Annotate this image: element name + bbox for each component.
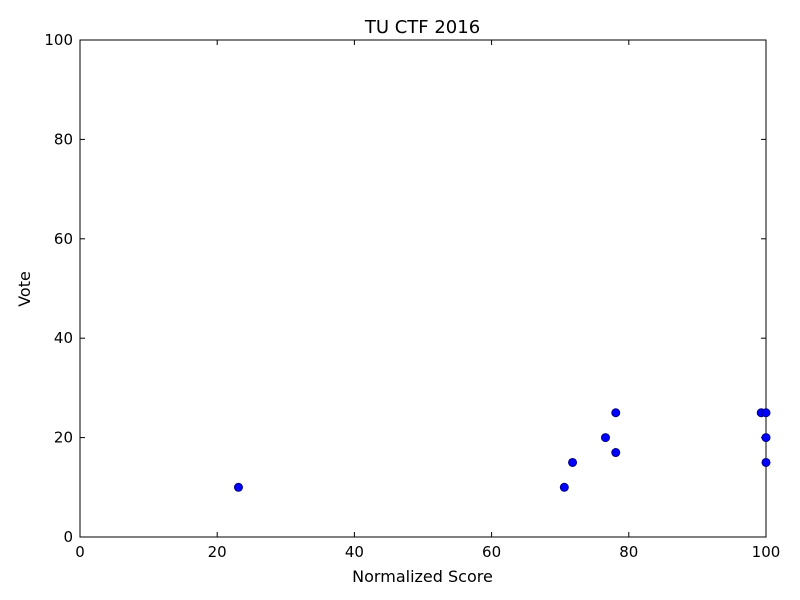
x-tick-label: 80 bbox=[619, 543, 638, 561]
x-tick-label: 100 bbox=[752, 543, 781, 561]
x-tick-label: 0 bbox=[75, 543, 85, 561]
scatter-point bbox=[568, 457, 578, 467]
x-axis-label: Normalized Score bbox=[352, 567, 493, 586]
scatter-point bbox=[559, 482, 569, 492]
y-tick-label: 40 bbox=[54, 329, 73, 347]
plot-frame bbox=[79, 39, 767, 538]
scatter-point bbox=[761, 433, 771, 443]
scatter-point bbox=[600, 433, 610, 443]
y-tick-label: 20 bbox=[54, 429, 73, 447]
data-points bbox=[233, 408, 771, 492]
scatter-point bbox=[611, 448, 621, 458]
y-tick-label: 0 bbox=[63, 528, 73, 546]
x-tick-label: 40 bbox=[345, 543, 364, 561]
x-axis-ticks: 0 20 40 60 80 100 bbox=[75, 40, 780, 561]
plot-area bbox=[79, 39, 767, 538]
y-tick-label: 100 bbox=[44, 31, 73, 49]
scatter-point bbox=[233, 482, 243, 492]
scatter-point bbox=[761, 408, 771, 418]
chart-title: TU CTF 2016 bbox=[364, 17, 480, 38]
y-tick-label: 80 bbox=[54, 130, 73, 148]
y-tick-label: 60 bbox=[54, 230, 73, 248]
scatter-point bbox=[761, 457, 771, 467]
x-tick-label: 60 bbox=[482, 543, 501, 561]
x-tick-label: 20 bbox=[208, 543, 227, 561]
y-axis-label: Vote bbox=[15, 271, 34, 307]
y-axis-ticks: 0 20 40 60 80 100 bbox=[44, 31, 766, 546]
scatter-point bbox=[611, 408, 621, 418]
